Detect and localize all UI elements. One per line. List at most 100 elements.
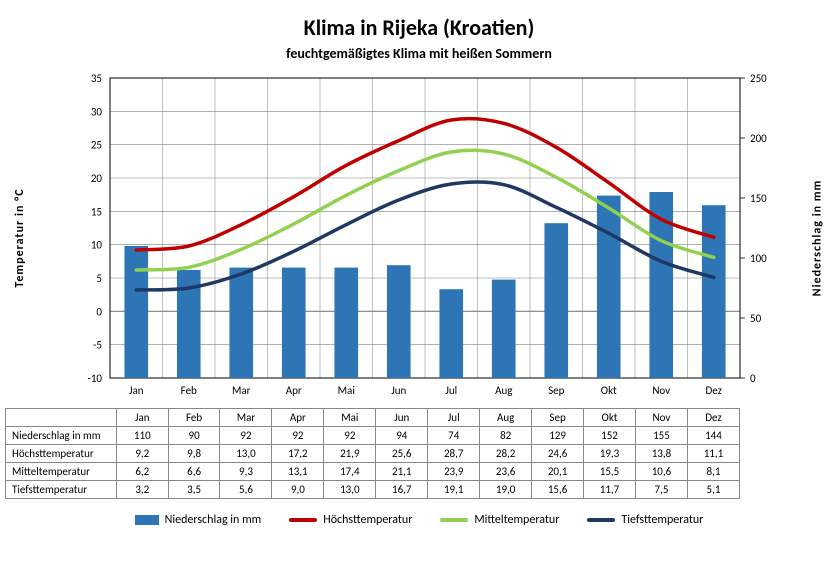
svg-text:25: 25 bbox=[91, 139, 102, 152]
svg-text:Mai: Mai bbox=[338, 384, 355, 397]
svg-text:Jun: Jun bbox=[391, 384, 406, 397]
svg-text:Feb: Feb bbox=[181, 384, 197, 397]
table-cell: 9,0 bbox=[272, 481, 324, 499]
bar bbox=[597, 196, 621, 378]
table-header-cell: Sep bbox=[532, 409, 584, 427]
table-header-cell: Mai bbox=[324, 409, 376, 427]
legend-item: Mitteltemperatur bbox=[440, 513, 559, 527]
chart-svg: -10-505101520253035050100150200250JanFeb… bbox=[0, 68, 838, 408]
table-cell: 23,9 bbox=[428, 463, 480, 481]
table-row-label: Tiefsttemperatur bbox=[6, 481, 117, 499]
legend-label: Niederschlag in mm bbox=[165, 513, 262, 527]
table-cell: 144 bbox=[687, 427, 739, 445]
table-cell: 129 bbox=[532, 427, 584, 445]
table-cell: 6,6 bbox=[168, 463, 220, 481]
svg-text:Nov: Nov bbox=[652, 384, 670, 397]
bar bbox=[334, 268, 358, 378]
table-cell: 19,1 bbox=[428, 481, 480, 499]
legend-swatch-line bbox=[587, 518, 615, 522]
svg-text:Jan: Jan bbox=[129, 384, 144, 397]
table-cell: 13,8 bbox=[635, 445, 687, 463]
table-header-cell: Aug bbox=[480, 409, 532, 427]
svg-text:Dez: Dez bbox=[706, 384, 723, 397]
svg-text:Aug: Aug bbox=[495, 384, 512, 397]
table-header-cell: Feb bbox=[168, 409, 220, 427]
table-cell: 8,1 bbox=[687, 463, 739, 481]
table-corner bbox=[6, 409, 117, 427]
table-row-label: Niederschlag in mm bbox=[6, 427, 117, 445]
svg-text:250: 250 bbox=[750, 72, 767, 85]
table-cell: 16,7 bbox=[376, 481, 428, 499]
y-axis-left-label: Temperatur in °C bbox=[13, 188, 27, 287]
table-cell: 15,5 bbox=[584, 463, 636, 481]
legend-label: Tiefsttemperatur bbox=[621, 513, 703, 527]
table-row-label: Höchsttemperatur bbox=[6, 445, 117, 463]
table-cell: 11,7 bbox=[584, 481, 636, 499]
table-cell: 82 bbox=[480, 427, 532, 445]
svg-text:150: 150 bbox=[750, 192, 767, 205]
data-table: JanFebMarAprMaiJunJulAugSepOktNovDezNied… bbox=[5, 408, 740, 499]
legend-item: Niederschlag in mm bbox=[135, 513, 262, 527]
legend-item: Tiefsttemperatur bbox=[587, 513, 703, 527]
svg-text:Sep: Sep bbox=[548, 384, 565, 397]
svg-text:35: 35 bbox=[91, 72, 102, 85]
table-cell: 10,6 bbox=[635, 463, 687, 481]
table-cell: 21,9 bbox=[324, 445, 376, 463]
table-cell: 9,3 bbox=[220, 463, 272, 481]
bar bbox=[544, 223, 568, 378]
table-cell: 7,5 bbox=[635, 481, 687, 499]
table-header-cell: Nov bbox=[635, 409, 687, 427]
bar bbox=[439, 289, 463, 378]
table-cell: 3,2 bbox=[116, 481, 168, 499]
table-header-cell: Dez bbox=[687, 409, 739, 427]
table-header-cell: Okt bbox=[584, 409, 636, 427]
legend: Niederschlag in mm Höchsttemperatur Mittel… bbox=[0, 513, 838, 527]
table-header-cell: Jul bbox=[428, 409, 480, 427]
legend-item: Höchsttemperatur bbox=[289, 513, 412, 527]
svg-text:30: 30 bbox=[91, 105, 103, 118]
table-row-label: Mitteltemperatur bbox=[6, 463, 117, 481]
legend-swatch-line bbox=[440, 518, 468, 522]
table-cell: 5,1 bbox=[687, 481, 739, 499]
table-cell: 25,6 bbox=[376, 445, 428, 463]
table-cell: 23,6 bbox=[480, 463, 532, 481]
y-axis-right-label: Niederschlag in mm bbox=[811, 180, 825, 297]
table-cell: 74 bbox=[428, 427, 480, 445]
table-header-cell: Jan bbox=[116, 409, 168, 427]
table-cell: 13,1 bbox=[272, 463, 324, 481]
table-cell: 9,8 bbox=[168, 445, 220, 463]
table-cell: 13,0 bbox=[220, 445, 272, 463]
chart-title: Klima in Rijeka (Kroatien) bbox=[0, 0, 838, 41]
table-header-cell: Mar bbox=[220, 409, 272, 427]
table-cell: 24,6 bbox=[532, 445, 584, 463]
table-cell: 11,1 bbox=[687, 445, 739, 463]
svg-text:10: 10 bbox=[91, 239, 103, 252]
svg-text:Okt: Okt bbox=[601, 384, 617, 397]
svg-text:0: 0 bbox=[750, 372, 756, 385]
svg-text:100: 100 bbox=[750, 252, 767, 265]
svg-text:Apr: Apr bbox=[286, 384, 302, 397]
legend-label: Höchsttemperatur bbox=[323, 513, 412, 527]
svg-text:-10: -10 bbox=[87, 372, 102, 385]
svg-text:0: 0 bbox=[96, 305, 102, 318]
table-cell: 3,5 bbox=[168, 481, 220, 499]
table-cell: 15,6 bbox=[532, 481, 584, 499]
legend-swatch-line bbox=[289, 518, 317, 522]
table-cell: 94 bbox=[376, 427, 428, 445]
table-cell: 28,7 bbox=[428, 445, 480, 463]
table-cell: 20,1 bbox=[532, 463, 584, 481]
table-cell: 19,0 bbox=[480, 481, 532, 499]
table-cell: 17,2 bbox=[272, 445, 324, 463]
table-cell: 92 bbox=[220, 427, 272, 445]
bar bbox=[282, 268, 306, 378]
bar bbox=[387, 265, 411, 378]
svg-text:20: 20 bbox=[91, 172, 103, 185]
legend-label: Mitteltemperatur bbox=[474, 513, 559, 527]
table-cell: 92 bbox=[272, 427, 324, 445]
table-header-cell: Apr bbox=[272, 409, 324, 427]
table-cell: 92 bbox=[324, 427, 376, 445]
bar bbox=[229, 268, 253, 378]
table-cell: 13,0 bbox=[324, 481, 376, 499]
chart-area: Temperatur in °C Niederschlag in mm -10-… bbox=[0, 68, 838, 408]
table-cell: 152 bbox=[584, 427, 636, 445]
